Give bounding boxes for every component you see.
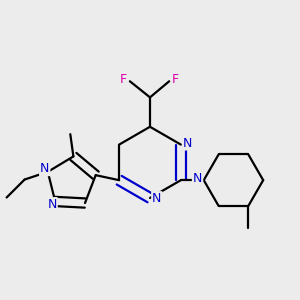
Text: N: N xyxy=(47,198,57,211)
Text: N: N xyxy=(193,172,202,185)
Text: F: F xyxy=(172,73,179,86)
Text: N: N xyxy=(152,192,161,205)
Text: F: F xyxy=(120,73,127,86)
Text: N: N xyxy=(40,162,50,175)
Text: N: N xyxy=(183,136,192,149)
